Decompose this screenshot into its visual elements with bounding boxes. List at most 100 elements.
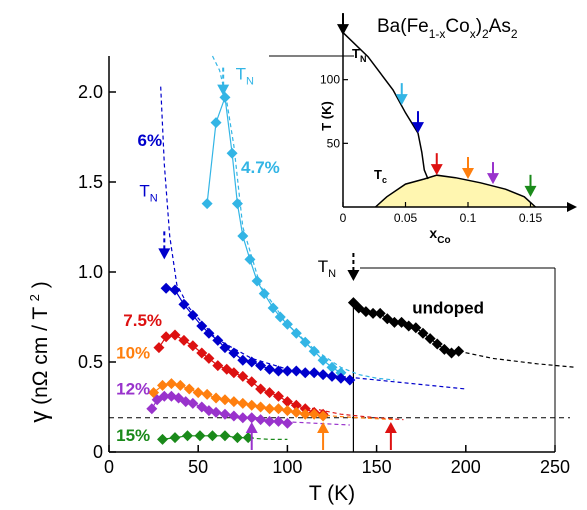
data-point-10pct (192, 387, 204, 399)
tc-phase-line (374, 174, 537, 208)
x-tick-label: 200 (451, 457, 481, 477)
data-point-4-7pct (317, 354, 329, 366)
tn-arrow (217, 67, 230, 96)
data-point-4-7pct (267, 302, 279, 314)
tn-marker-label: TN (318, 257, 336, 280)
data-point-10pct (210, 392, 222, 404)
data-point-6pct (264, 363, 276, 375)
data-point-6pct (326, 370, 338, 382)
main-series-labels: undoped 4.7% 6% 7.5% 10% 12% 15% (116, 131, 484, 445)
data-point-12pct (237, 412, 249, 424)
data-point-12pct (246, 412, 258, 424)
y-axis-label-close: ) (29, 281, 52, 288)
data-point-undoped (431, 338, 443, 350)
data-point-6pct (335, 372, 347, 384)
data-point-4-7pct (290, 327, 302, 339)
data-point-4-7pct (281, 318, 293, 330)
data-point-4-7pct (308, 345, 320, 357)
series-label: 7.5% (123, 311, 162, 330)
inset-phase-lines (342, 32, 537, 208)
data-point-4-7pct (226, 147, 238, 159)
y-tick-label: 1.0 (78, 262, 103, 282)
inset-axes: 0 0.05 0.1 0.15 50 100 (320, 16, 577, 225)
inset-tc-label: Tc (374, 167, 387, 185)
temperature-arrow (245, 422, 258, 450)
data-point-15pct (169, 432, 181, 444)
inset-y-tick-label: 100 (320, 73, 340, 87)
data-point-10pct (255, 401, 267, 413)
main-tn-markers: TN TN TN (139, 64, 397, 450)
data-point-6pct (212, 334, 224, 346)
x-tick-label: 100 (272, 457, 302, 477)
data-point-7-5pct (187, 340, 199, 352)
data-point-6pct (187, 309, 199, 321)
y-axis-label-symbol: γ (26, 411, 53, 423)
tn-arrow (347, 253, 360, 281)
fit-curve-6pct (160, 86, 466, 390)
inset-x-tick-label: 0.1 (460, 211, 477, 225)
data-point-6pct (178, 298, 190, 310)
x-axis-label: T (K) (309, 482, 355, 505)
data-point-4-7pct (326, 361, 338, 373)
data-point-10pct (228, 396, 240, 408)
data-point-undoped (453, 345, 465, 357)
data-point-10pct (165, 378, 177, 390)
x-tick-label: 150 (362, 457, 392, 477)
y-axis-label-exponent: 2 (27, 294, 42, 301)
data-point-undoped (374, 307, 386, 319)
data-point-7-5pct (212, 360, 224, 372)
x-tick-label: 50 (188, 457, 208, 477)
inset-y-axis-label: T (K) (319, 101, 334, 131)
inset-title: Ba(Fe1-xCox)2As2 (377, 16, 518, 41)
data-point-4-7pct (274, 311, 286, 323)
inset-composition-arrow (487, 162, 499, 185)
fit-curve-10pct (305, 411, 395, 421)
data-point-7-5pct (178, 334, 190, 346)
y-axis-label: γ (nΩ cm / T 2 ) (21, 281, 53, 423)
data-point-6pct (219, 342, 231, 354)
series-label: undoped (412, 298, 484, 317)
series-label: 6% (138, 131, 163, 150)
inset-x-tick-label: 0.15 (519, 211, 543, 225)
data-point-6pct (299, 367, 311, 379)
data-point-6pct (281, 365, 293, 377)
data-point-4-7pct (231, 198, 243, 210)
temperature-arrow (317, 422, 330, 450)
data-point-6pct (308, 367, 320, 379)
data-point-4-7pct (210, 117, 222, 129)
data-point-10pct (183, 383, 195, 395)
y-tick-label: 1.5 (78, 172, 103, 192)
data-point-15pct (157, 433, 169, 445)
x-tick-label: 0 (104, 457, 114, 477)
main-reference-lines (109, 55, 570, 452)
data-point-4-7pct (299, 336, 311, 348)
data-point-10pct (264, 403, 276, 415)
data-point-12pct (228, 410, 240, 422)
data-point-15pct (181, 430, 193, 442)
inset-y-tick-label: 50 (327, 136, 341, 150)
data-point-undoped (410, 322, 422, 334)
data-point-10pct (272, 403, 284, 415)
data-point-10pct (237, 397, 249, 409)
y-axis-label-units: (nΩ cm / T (29, 307, 52, 405)
superconducting-dome-fill (375, 175, 536, 207)
data-point-4-7pct (244, 253, 256, 265)
main-data-points (146, 91, 465, 445)
series-label: 15% (116, 426, 150, 445)
data-point-undoped (367, 307, 379, 319)
data-point-10pct (290, 406, 302, 418)
data-point-7-5pct (153, 342, 165, 354)
data-point-7-5pct (160, 331, 172, 343)
inset-x-axis-label: xCo (429, 225, 450, 246)
data-point-6pct (160, 282, 172, 294)
data-point-6pct (237, 354, 249, 366)
data-point-15pct (231, 432, 243, 444)
data-point-6pct (203, 327, 215, 339)
data-point-4-7pct (201, 198, 213, 210)
data-point-12pct (255, 414, 267, 426)
data-point-6pct (272, 365, 284, 377)
data-point-undoped (417, 327, 429, 339)
data-point-6pct (228, 347, 240, 359)
